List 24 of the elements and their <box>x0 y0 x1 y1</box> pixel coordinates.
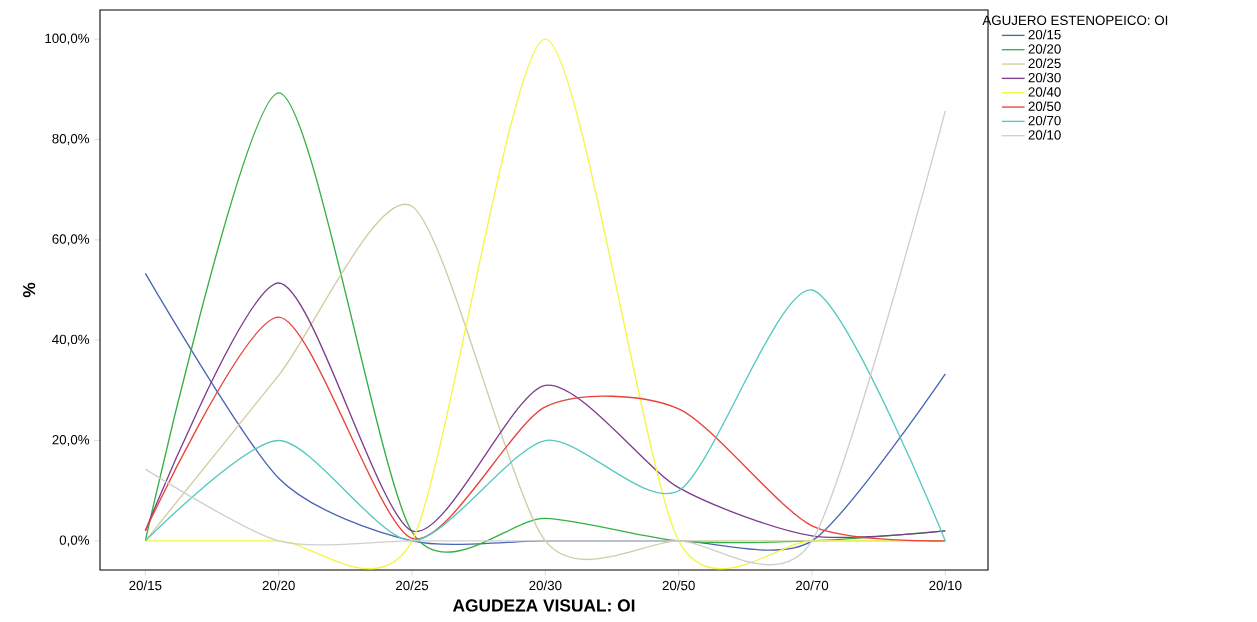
x-axis-title: AGUDEZA VISUAL: OI <box>452 599 635 612</box>
y-tick-label: 80,0% <box>52 133 90 145</box>
legend-label: 20/50 <box>1028 101 1061 111</box>
y-tick-label: 40,0% <box>52 334 90 346</box>
legend-label: 20/20 <box>1028 43 1061 54</box>
y-axis-title: % <box>23 282 36 298</box>
x-tick-label: 20/20 <box>262 580 295 591</box>
x-tick-label: 20/25 <box>395 580 429 591</box>
legend-label: 20/30 <box>1028 72 1061 83</box>
x-tick-label: 20/10 <box>929 580 962 591</box>
x-tick-label: 20/15 <box>129 580 162 591</box>
y-tick-label: 100,0% <box>45 33 90 45</box>
x-tick-label: 20/70 <box>795 580 829 591</box>
y-tick-label: 0,0% <box>59 535 90 547</box>
legend-label: 20/40 <box>1028 86 1061 97</box>
x-tick-label: 20/50 <box>662 580 695 591</box>
y-tick-label: 60,0% <box>52 234 90 246</box>
y-tick-label: 20,0% <box>52 435 90 447</box>
legend-label: 20/25 <box>1028 58 1061 69</box>
x-tick-label: 20/30 <box>529 580 562 591</box>
legend-label: 20/15 <box>1028 29 1061 40</box>
legend-label: 20/10 <box>1028 129 1061 140</box>
legend-label: 20/70 <box>1028 115 1061 126</box>
legend-title: AGUJERO ESTENOPEICO: OI <box>982 15 1168 26</box>
